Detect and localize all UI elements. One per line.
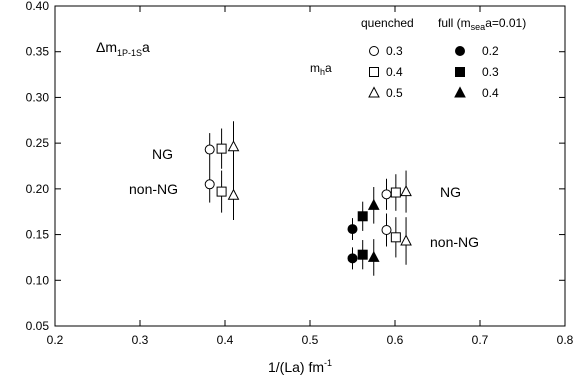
point-circle-filled-0 [347, 224, 358, 235]
x-tick-label-6: 0.8 [557, 333, 574, 347]
y-tick-label-1: 0.10 [26, 273, 50, 287]
point-circle-filled-1 [347, 253, 358, 264]
legend-marker-circle-filled [455, 46, 465, 56]
legend-quenched-entry-3: 0.5 [386, 86, 403, 100]
x-axis-label: 1/(La) fm-1 [268, 358, 332, 375]
x-tick-label-2: 0.4 [217, 333, 234, 347]
y-tick-label-4: 0.25 [26, 136, 50, 150]
legend-marker-square-open [369, 67, 379, 77]
y-tick-label-3: 0.20 [26, 182, 50, 196]
x-tick-label-0: 0.2 [47, 333, 64, 347]
point-triangle-open-3 [400, 234, 412, 246]
point-square-open-1 [216, 186, 227, 197]
annotation-nonng-left: non-NG [129, 181, 178, 197]
legend-marker-square-filled [455, 67, 465, 77]
legend-quenched-entry-1: 0.3 [386, 44, 403, 58]
annotation-ng-left: NG [152, 146, 173, 162]
legend-quenched-entry-2: 0.4 [386, 65, 403, 79]
point-triangle-open-1 [227, 188, 240, 200]
legend-marker-triangle-open [368, 86, 380, 98]
legend-markers [368, 46, 466, 98]
point-square-filled-1 [357, 249, 368, 260]
x-tick-label-5: 0.7 [472, 333, 489, 347]
point-circle-open-1 [204, 179, 215, 190]
x-tick-label-3: 0.5 [302, 333, 319, 347]
data-markers [204, 140, 412, 264]
annotation-nonng-right: non-NG [430, 234, 479, 250]
y-tick-label-7: 0.40 [26, 0, 50, 13]
y-tick-label-2: 0.15 [26, 228, 50, 242]
point-square-open-0 [216, 143, 227, 154]
y-tick-label-5: 0.30 [26, 90, 50, 104]
axis-ticks: 0.2 0.3 0.4 0.5 0.6 0.7 0.8 0.05 0.10 0.15 0.20 0.2… [26, 0, 574, 347]
point-triangle-open-2 [400, 185, 412, 197]
point-triangle-filled-0 [367, 198, 380, 210]
point-circle-open-0 [204, 144, 215, 155]
y-tick-label-0: 0.05 [26, 319, 50, 333]
annotation-ng-right: NG [440, 184, 461, 200]
legend-mh-label: mha [310, 61, 332, 77]
y-axis-label: Δm1P-1Sa [96, 39, 150, 58]
point-square-open-2 [390, 187, 401, 198]
legend-full-title: full (mseaa=0.01) [438, 16, 526, 32]
point-square-filled-0 [357, 211, 368, 222]
point-triangle-open-0 [227, 140, 240, 152]
legend-quenched-title: quenched [361, 16, 414, 30]
legend-marker-circle-open [369, 46, 379, 56]
point-square-open-3 [390, 232, 401, 243]
point-triangle-filled-1 [367, 250, 380, 262]
point-circle-open-3 [381, 225, 392, 235]
x-tick-label-1: 0.3 [132, 333, 149, 347]
y-tick-label-6: 0.35 [26, 45, 50, 59]
point-circle-open-2 [381, 189, 392, 200]
legend-full-entry-2: 0.3 [482, 65, 499, 79]
x-tick-label-4: 0.6 [387, 333, 404, 347]
legend-full-entry-3: 0.4 [482, 86, 499, 100]
legend-full-entry-1: 0.2 [482, 44, 499, 58]
error-bars [209, 121, 407, 276]
legend-marker-triangle-filled [454, 86, 466, 98]
